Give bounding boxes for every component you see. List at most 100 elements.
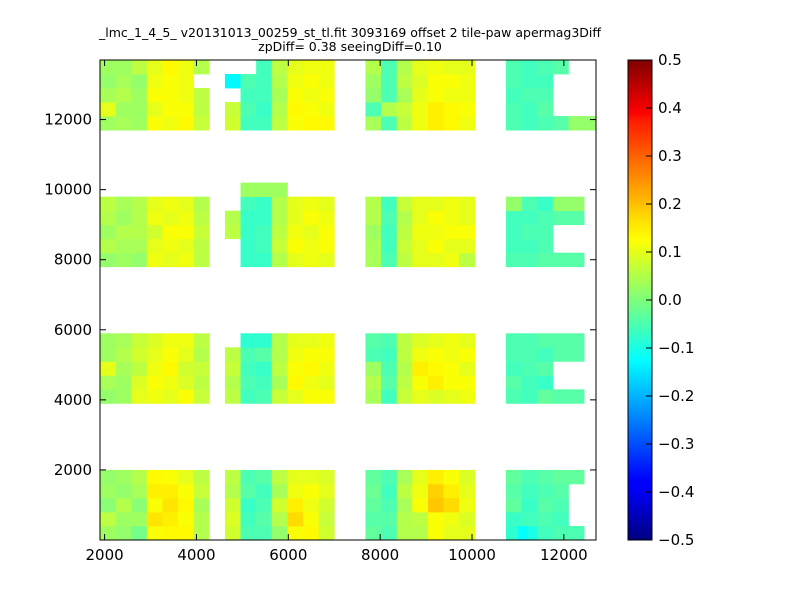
heatmap-cell — [568, 333, 585, 348]
colorbar-tick-label: −0.5 — [658, 531, 694, 549]
heatmap-cell — [443, 525, 460, 540]
heatmap-cell — [287, 375, 304, 390]
x-tick-label: 6000 — [269, 546, 307, 564]
heatmap-cell — [178, 483, 195, 499]
heatmap-cell — [505, 511, 522, 527]
heatmap-cell — [365, 361, 382, 376]
heatmap-cell — [240, 333, 257, 348]
heatmap-cell — [256, 88, 273, 103]
heatmap-cell — [505, 224, 522, 240]
heatmap-cell — [100, 60, 117, 75]
heatmap-cell — [178, 238, 195, 254]
heatmap-cell — [459, 497, 476, 513]
heatmap-cell — [537, 361, 554, 376]
heatmap-cell — [381, 116, 398, 131]
heatmap-cell — [115, 74, 132, 89]
chart-title: _lmc_1_4_5_ v20131013_00259_st_tl.fit 30… — [0, 26, 700, 54]
heatmap-cell — [240, 375, 257, 390]
heatmap-cell — [537, 511, 554, 527]
heatmap-cell — [271, 511, 288, 527]
heatmap-cell — [381, 333, 398, 348]
heatmap-cell — [365, 60, 382, 75]
heatmap-cell — [131, 483, 148, 499]
heatmap-cell — [537, 389, 554, 404]
heatmap-cell — [568, 116, 585, 131]
heatmap-cell — [568, 469, 585, 485]
heatmap-cell — [256, 252, 273, 268]
heatmap-cell — [505, 196, 522, 212]
heatmap-cell — [381, 102, 398, 117]
heatmap-cell — [271, 375, 288, 390]
heatmap-cell — [412, 116, 429, 131]
heatmap-cell — [287, 74, 304, 89]
y-tick-label: 12000 — [44, 111, 92, 129]
heatmap-cell — [162, 196, 179, 212]
heatmap-cell — [427, 361, 444, 376]
colorbar-tick-label: 0.2 — [658, 195, 682, 213]
heatmap-cell — [162, 224, 179, 240]
heatmap-cell — [459, 74, 476, 89]
heatmap-cell — [178, 375, 195, 390]
x-tick-label: 10000 — [448, 546, 496, 564]
heatmap-cell — [178, 210, 195, 226]
heatmap-cell — [115, 469, 132, 485]
heatmap-cell — [537, 238, 554, 254]
heatmap-cell — [505, 483, 522, 499]
heatmap-cell — [146, 525, 163, 540]
heatmap-cell — [162, 252, 179, 268]
heatmap-cell — [131, 375, 148, 390]
heatmap-cell — [256, 511, 273, 527]
heatmap-cell — [287, 333, 304, 348]
heatmap-cell — [193, 361, 210, 376]
heatmap-cell — [115, 511, 132, 527]
heatmap-cell — [131, 361, 148, 376]
heatmap-cell — [365, 389, 382, 404]
heatmap-cell — [271, 469, 288, 485]
heatmap-cell — [427, 497, 444, 513]
heatmap-cell — [302, 361, 319, 376]
heatmap-cell — [100, 361, 117, 376]
heatmap-cell — [162, 525, 179, 540]
heatmap-cell — [459, 361, 476, 376]
heatmap-cell — [396, 483, 413, 499]
heatmap-cell — [256, 182, 273, 198]
colorbar-axis: 0.5 0.4 0.3 0.2 0.1 0.0 −0.1 −0.2 −0.3 −0.4 −0.5 — [646, 51, 694, 549]
heatmap-cell — [240, 238, 257, 254]
heatmap-cell — [318, 469, 335, 485]
heatmap-cell — [146, 102, 163, 117]
heatmap-cell — [302, 511, 319, 527]
heatmap-cell — [537, 210, 554, 226]
heatmap-cell — [302, 469, 319, 485]
heatmap-cell — [162, 483, 179, 499]
heatmap-cell — [537, 525, 554, 540]
x-axis: 2000 4000 6000 8000 10000 12000 — [85, 60, 588, 564]
heatmap-cell — [193, 88, 210, 103]
heatmap-cell — [131, 224, 148, 240]
heatmap-cell — [505, 497, 522, 513]
heatmap-cell — [271, 60, 288, 75]
heatmap-cell — [193, 525, 210, 540]
heatmap-cell — [443, 252, 460, 268]
heatmap-cell — [365, 347, 382, 362]
heatmap-cell — [146, 196, 163, 212]
heatmap-cell — [365, 74, 382, 89]
heatmap-cell — [178, 74, 195, 89]
heatmap-cell — [521, 196, 538, 212]
heatmap-cell — [318, 483, 335, 499]
heatmap-cell — [271, 116, 288, 131]
heatmap-cell — [443, 375, 460, 390]
heatmap-cell — [193, 389, 210, 404]
heatmap-cell — [412, 88, 429, 103]
heatmap-cell — [318, 511, 335, 527]
heatmap-cell — [365, 333, 382, 348]
heatmap-cell — [427, 238, 444, 254]
heatmap-cell — [412, 238, 429, 254]
y-tick-label: 2000 — [54, 461, 92, 479]
heatmap-cell — [224, 469, 241, 485]
heatmap-cell — [537, 347, 554, 362]
heatmap-cell — [302, 483, 319, 499]
heatmap-cell — [517, 525, 529, 540]
heatmap-cell — [131, 389, 148, 404]
heatmap-cell — [427, 375, 444, 390]
heatmap-cell — [100, 375, 117, 390]
